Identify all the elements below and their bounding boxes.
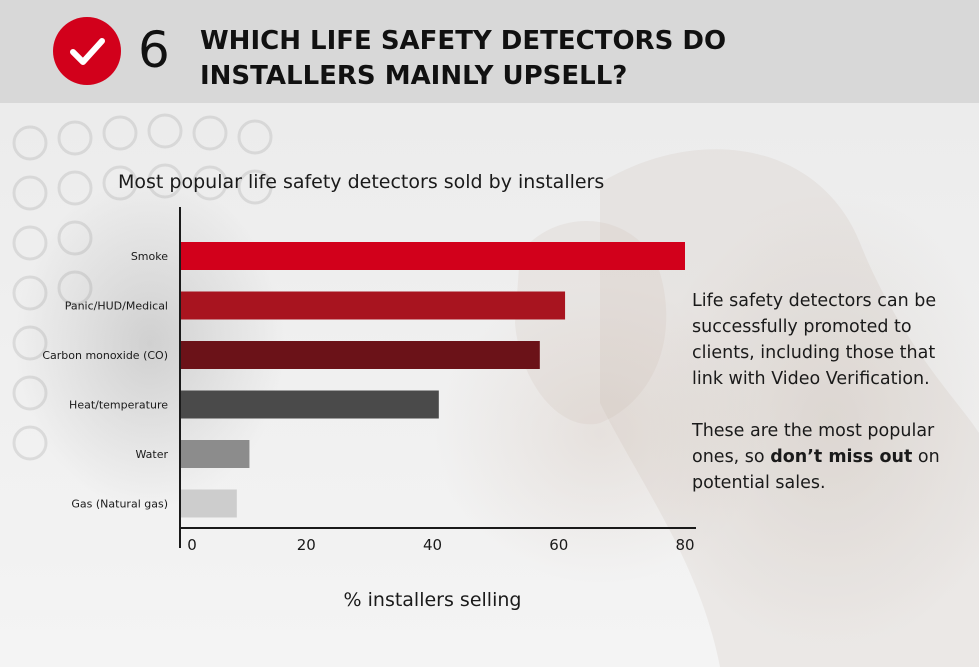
category-label: Panic/HUD/Medical bbox=[65, 300, 168, 313]
side-paragraph-2-start: These are the most popular ones, so bbox=[692, 421, 935, 467]
category-label: Gas (Natural gas) bbox=[71, 498, 168, 511]
x-tick-label: 0 bbox=[187, 536, 197, 554]
header-banner: 6 WHICH LIFE SAFETY DETECTORS DO INSTALL… bbox=[0, 0, 979, 103]
bar-3 bbox=[180, 390, 439, 419]
category-label: Carbon monoxide (CO) bbox=[42, 349, 168, 362]
checkmark-icon bbox=[53, 17, 121, 85]
bar-4 bbox=[180, 440, 250, 468]
bar-0 bbox=[180, 242, 685, 270]
category-label: Heat/temperature bbox=[69, 399, 168, 412]
side-paragraph-2-end: on potential sales. bbox=[692, 447, 940, 493]
x-tick-label: 20 bbox=[297, 536, 316, 554]
bar-1 bbox=[180, 291, 566, 320]
category-label: Water bbox=[135, 448, 168, 461]
x-axis-label: % installers selling bbox=[343, 589, 522, 611]
side-paragraph-1: Life safety detectors can be successfull… bbox=[692, 291, 937, 389]
section-number: 6 bbox=[138, 21, 170, 79]
background-photo bbox=[0, 103, 979, 667]
page-title: WHICH LIFE SAFETY DETECTORS DO INSTALLER… bbox=[200, 26, 727, 91]
bar-2 bbox=[180, 341, 540, 369]
side-paragraph-2: These are the most popular ones, so don’… bbox=[692, 418, 962, 496]
chart-title: Most popular life safety detectors sold … bbox=[118, 171, 605, 193]
side-text: Life safety detectors can be successfull… bbox=[692, 288, 962, 522]
side-paragraph-2-emphasis: don’t miss out bbox=[770, 447, 913, 467]
bar-5 bbox=[180, 489, 237, 518]
category-label: Smoke bbox=[131, 250, 168, 263]
x-tick-label: 40 bbox=[423, 536, 442, 554]
x-tick-label: 60 bbox=[549, 536, 568, 554]
x-tick-label: 80 bbox=[675, 536, 694, 554]
